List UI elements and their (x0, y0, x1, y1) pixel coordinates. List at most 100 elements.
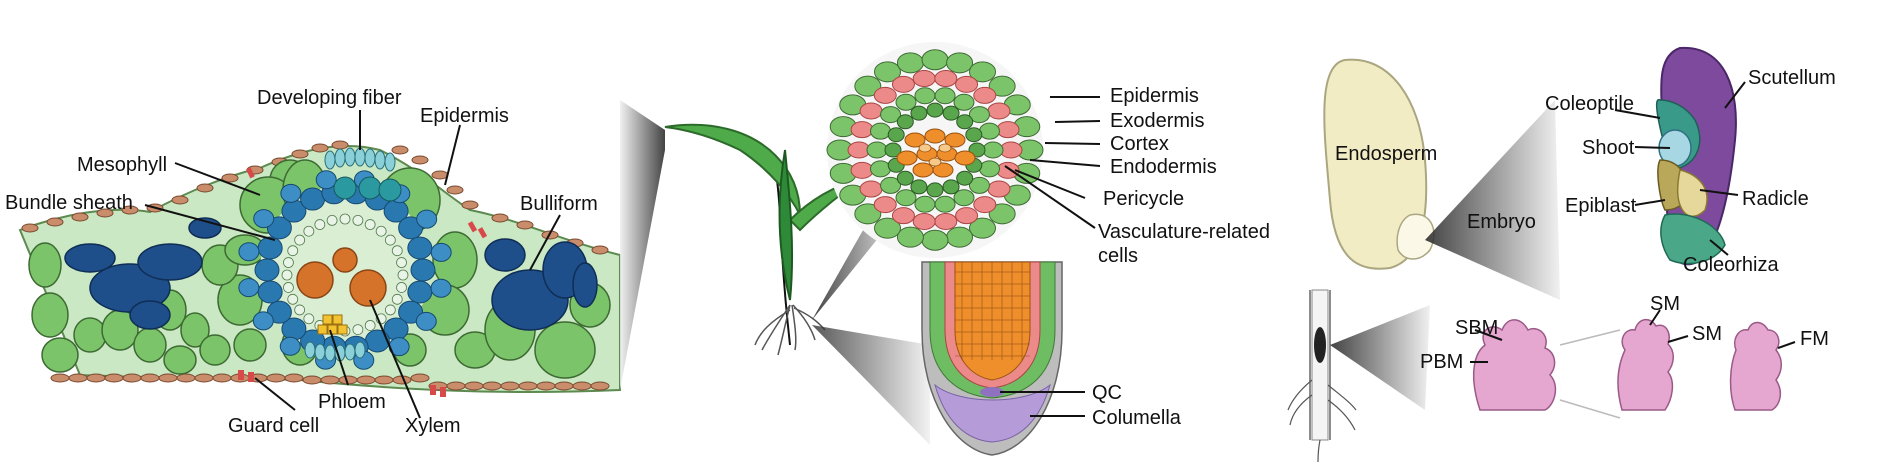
epidermis-cell (96, 208, 114, 218)
inner-cell (396, 257, 407, 268)
meristem-connector-1 (1559, 329, 1621, 346)
endodermis-cell (884, 142, 902, 158)
label-guard-cell: Guard cell (228, 415, 319, 437)
epidermis-root-cell (921, 49, 949, 71)
bundle-sheath-cell (254, 258, 280, 282)
meristem-sbm-pbm (1472, 319, 1557, 411)
label-embryo: Embryo (1467, 211, 1536, 233)
exodermis-cell (987, 102, 1011, 120)
cortex-cell (880, 176, 902, 194)
label-sm-2: SM (1692, 323, 1722, 345)
epidermis-cell (461, 200, 479, 210)
exodermis-cell (891, 75, 915, 93)
inner-cell (352, 215, 364, 226)
epidermis-root-cell (874, 61, 901, 83)
label-bundle-sheath: Bundle sheath (5, 192, 133, 214)
bundle-sheath-cell (315, 170, 337, 190)
exodermis-cell (973, 86, 997, 104)
label-coleorhiza: Coleorhiza (1683, 254, 1779, 276)
inner-cell (283, 282, 294, 293)
inner-cell (283, 257, 294, 268)
inner-cell (384, 234, 396, 246)
inner-cell (396, 282, 407, 293)
bundle-sheath-cell (253, 209, 275, 229)
cortex-cell (979, 122, 1001, 140)
epidermis-cell (121, 205, 139, 215)
fiber-bottom (304, 341, 366, 362)
label-phloem: Phloem (318, 391, 386, 413)
apex-roots (1287, 379, 1357, 463)
inner-cell (287, 293, 299, 305)
embryo-tip (1396, 213, 1435, 260)
developing-fiber-top (324, 147, 396, 172)
exodermis-cell (934, 70, 958, 88)
label-sbm: SBM (1455, 317, 1498, 339)
label-sm-1: SM (1650, 293, 1680, 315)
root-tip-cell-grid (955, 262, 1030, 360)
label-qc: QC (1092, 382, 1122, 404)
pericycle-cell (938, 143, 952, 153)
zoom-cone-embryo (1425, 100, 1560, 300)
epidermis-cell (140, 373, 160, 383)
vasculature-cell (896, 150, 918, 166)
epidermis-root-cell (988, 75, 1016, 97)
exodermis-cell (955, 207, 979, 225)
exodermis-cell (912, 212, 936, 230)
label-epidermis-root: Epidermis (1110, 85, 1199, 107)
vasculature-cell (924, 128, 946, 144)
exodermis-cell (934, 212, 958, 230)
leaf-cross-section: Developing fiber Epidermis Mesophyll Bun… (5, 87, 621, 437)
label-cortex: Cortex (1110, 133, 1169, 155)
epidermis-cell (431, 170, 449, 180)
epidermis-cell (356, 375, 376, 385)
epidermis-cell (374, 375, 394, 385)
cortex-cell (934, 195, 956, 213)
epidermis-cell (68, 373, 88, 383)
cortex-cell (968, 176, 990, 194)
epidermis-root-cell (969, 217, 996, 239)
epidermis-cell (331, 140, 349, 150)
epidermis-cell (516, 220, 534, 230)
inner-cell (303, 225, 315, 237)
epidermis-cell (411, 155, 429, 165)
epidermis-cell (122, 373, 142, 383)
label-developing-fiber: Developing fiber (257, 87, 402, 109)
cortex-cell (953, 93, 975, 111)
inner-cell (339, 213, 351, 225)
apex-meristem (1314, 327, 1326, 363)
epidermis-cell (500, 381, 520, 391)
epidermis-cell (320, 375, 340, 385)
protoxylem (332, 247, 358, 273)
bundle-sheath-cell (238, 242, 260, 262)
epidermis-cell (86, 373, 106, 383)
vascular-bundle (238, 170, 452, 370)
bundle-sheath-cell (430, 278, 452, 298)
epidermis-cell (482, 381, 502, 391)
epidermis-root-cell (946, 226, 974, 248)
exodermis-cell (891, 207, 915, 225)
cortex-cell (979, 160, 1001, 178)
phloem-cells (317, 314, 348, 335)
label-vasculature-line1: Vasculature-related (1098, 221, 1270, 243)
vasculature-cell (954, 150, 976, 166)
endodermis-cell (926, 182, 944, 198)
bundle-sheath-cell (257, 280, 283, 304)
exodermis-cell (973, 196, 997, 214)
bundle-sheath-cell (238, 278, 260, 298)
inner-cell (364, 320, 376, 331)
bulliform-cells-right (484, 238, 598, 331)
endodermis-cell (926, 102, 944, 118)
epidermis-cell (302, 375, 322, 385)
epidermis-cell (491, 213, 509, 223)
epidermis-root-cell (921, 229, 949, 251)
embryo: Scutellum Coleoptile Shoot Radicle Epibl… (1545, 46, 1836, 276)
epidermis-cell (291, 149, 309, 159)
cortex-cell (866, 141, 888, 159)
endodermis-cell (965, 127, 983, 143)
meristem-sm (1617, 318, 1674, 411)
zoom-cone-root-tip (812, 325, 930, 445)
guard-cells (238, 167, 488, 397)
root-tip: QC Columella (921, 261, 1182, 456)
root-rings (826, 42, 1044, 258)
epidermis-cells-bottom (50, 373, 610, 391)
